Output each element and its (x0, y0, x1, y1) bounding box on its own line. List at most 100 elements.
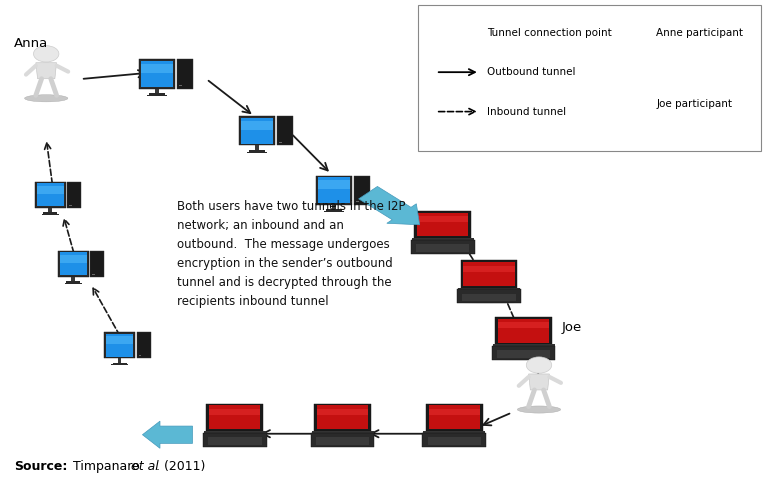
Bar (493, 344, 554, 346)
Text: Anne participant: Anne participant (656, 28, 743, 38)
Bar (324, 211, 344, 212)
Bar (317, 409, 368, 415)
Bar (316, 175, 352, 205)
Bar (49, 208, 52, 212)
Bar (92, 274, 95, 275)
Bar (112, 363, 126, 365)
Bar (106, 334, 133, 357)
Bar (590, 117, 629, 123)
Bar (37, 183, 64, 206)
Bar (316, 437, 370, 445)
Bar (312, 431, 373, 433)
Bar (497, 350, 551, 358)
Circle shape (527, 357, 551, 373)
Bar (458, 288, 520, 289)
Ellipse shape (517, 406, 561, 413)
Bar (42, 213, 59, 215)
Text: Outbound tunnel: Outbound tunnel (487, 67, 576, 77)
Bar (60, 252, 87, 275)
Bar (139, 59, 175, 88)
Bar (460, 260, 517, 288)
Bar (596, 50, 611, 51)
Ellipse shape (495, 359, 552, 361)
Ellipse shape (426, 445, 483, 447)
Bar (90, 251, 105, 277)
Bar (619, 42, 621, 43)
Text: Tunnel connection point: Tunnel connection point (487, 28, 612, 38)
Ellipse shape (414, 252, 471, 254)
Bar (155, 88, 159, 93)
Bar (598, 49, 609, 50)
Bar (118, 359, 122, 363)
Bar (311, 433, 374, 447)
Bar (206, 404, 263, 431)
Bar (591, 93, 628, 111)
Text: Joe participant: Joe participant (656, 99, 732, 109)
Bar (65, 283, 82, 284)
Bar (147, 95, 167, 96)
Bar (326, 209, 342, 211)
Text: Inbound tunnel: Inbound tunnel (487, 107, 567, 117)
Bar (279, 142, 283, 143)
Bar (247, 152, 267, 153)
Bar (72, 277, 75, 281)
Bar (498, 319, 549, 343)
Bar (589, 92, 631, 113)
Bar (60, 255, 87, 263)
Text: Joe: Joe (562, 321, 582, 334)
FancyArrow shape (436, 19, 480, 46)
Circle shape (34, 46, 59, 62)
Bar (136, 332, 151, 359)
Text: Timpanaro: Timpanaro (69, 460, 144, 473)
Bar (203, 433, 266, 447)
Bar (276, 116, 293, 145)
Text: et al: et al (131, 460, 159, 473)
Bar (417, 216, 468, 222)
Bar (411, 240, 474, 254)
Bar (464, 262, 514, 286)
Bar (417, 212, 468, 237)
Bar (179, 85, 182, 86)
Text: Source:: Source: (14, 460, 67, 473)
Bar (104, 332, 135, 359)
Bar (601, 45, 604, 49)
Bar (586, 114, 633, 124)
Bar (314, 404, 371, 431)
Bar (141, 61, 172, 87)
Bar (424, 431, 485, 433)
Bar (591, 96, 628, 101)
Bar (66, 281, 80, 283)
Bar (356, 201, 360, 202)
Bar (591, 27, 614, 34)
Text: Anna: Anna (14, 37, 48, 50)
Bar (426, 404, 483, 431)
Bar (176, 59, 192, 88)
Ellipse shape (206, 445, 263, 447)
Ellipse shape (25, 95, 68, 102)
Bar (591, 25, 614, 44)
Bar (149, 93, 165, 95)
Bar (462, 293, 516, 301)
Bar (208, 437, 262, 445)
Bar (111, 365, 128, 366)
Bar (318, 177, 350, 203)
Bar (423, 433, 486, 447)
Bar (464, 266, 514, 272)
Bar (332, 205, 336, 209)
Bar (241, 118, 273, 144)
Bar (106, 336, 133, 344)
Bar (412, 238, 474, 240)
Bar (69, 205, 72, 206)
Bar (249, 150, 265, 152)
Bar (204, 431, 266, 433)
Bar (239, 116, 275, 145)
Bar (587, 113, 632, 114)
Bar (457, 289, 521, 303)
Bar (58, 251, 89, 277)
Ellipse shape (588, 123, 631, 124)
FancyArrow shape (142, 421, 192, 449)
Bar (139, 355, 142, 356)
Bar (209, 409, 260, 415)
Text: . (2011): . (2011) (156, 460, 205, 473)
Polygon shape (35, 63, 57, 79)
